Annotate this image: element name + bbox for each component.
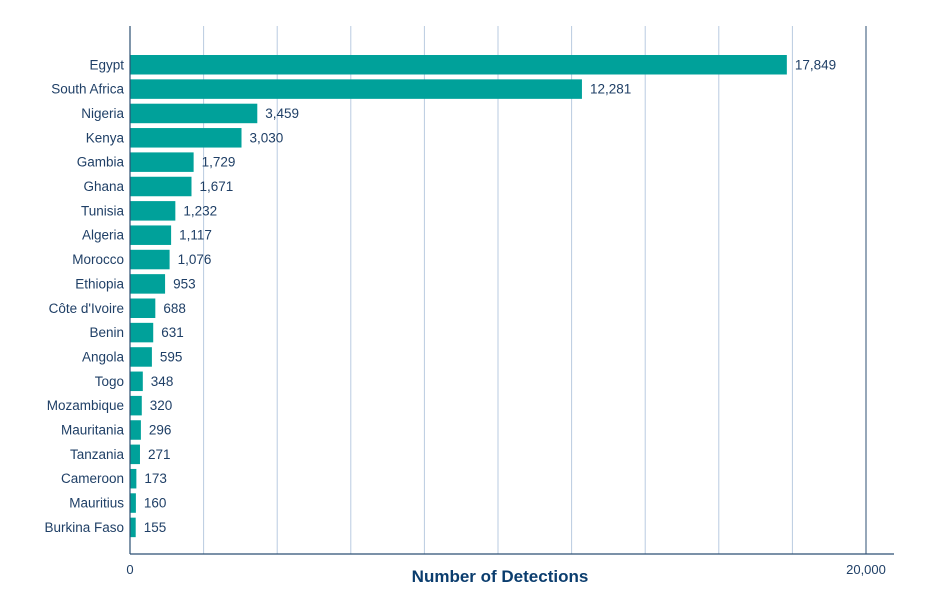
value-label: 12,281 (590, 82, 631, 97)
category-labels: Egypt South Africa Nigeria Kenya Gambia Ghana… (44, 57, 124, 535)
bar (130, 249, 170, 270)
bar (130, 79, 582, 99)
value-label: 3,459 (265, 106, 299, 121)
bar (130, 444, 140, 465)
value-label: 1,729 (202, 155, 236, 170)
category-label: Mauritius (69, 496, 124, 511)
category-label: Côte d'Ivoire (49, 301, 124, 316)
bar (130, 322, 154, 343)
value-label: 953 (173, 276, 196, 291)
x-tick-label-0: 0 (126, 562, 133, 577)
value-label: 348 (151, 374, 174, 389)
value-label: 17,849 (795, 57, 836, 72)
bar (130, 152, 194, 172)
bar (130, 201, 176, 221)
bar (130, 225, 172, 245)
bar (130, 176, 192, 197)
bar (130, 493, 136, 513)
category-label: Ethiopia (75, 276, 124, 291)
bar (130, 55, 787, 75)
category-label: Ghana (83, 179, 124, 194)
bar (130, 517, 136, 538)
category-label: South Africa (51, 82, 124, 97)
category-label: Kenya (86, 130, 125, 145)
category-label: Benin (89, 325, 124, 340)
value-label: 271 (148, 447, 171, 462)
bars (130, 55, 787, 538)
value-label: 296 (149, 423, 172, 438)
bar (130, 298, 156, 318)
value-label: 1,232 (183, 203, 217, 218)
category-label: Tanzania (70, 447, 125, 462)
category-label: Burkina Faso (44, 520, 124, 535)
category-label: Egypt (89, 57, 124, 72)
value-label: 173 (144, 471, 167, 486)
category-label: Algeria (82, 228, 125, 243)
x-tick-label-20000: 20,000 (846, 562, 886, 577)
value-label: 1,076 (178, 252, 212, 267)
bar (130, 103, 258, 124)
value-label: 160 (144, 496, 167, 511)
category-label: Morocco (72, 252, 124, 267)
category-label: Angola (82, 349, 125, 364)
value-label: 1,117 (179, 228, 212, 243)
category-label: Togo (95, 374, 124, 389)
category-label: Tunisia (81, 203, 125, 218)
bar (130, 468, 137, 489)
category-label: Cameroon (61, 471, 124, 486)
value-label: 320 (150, 398, 173, 413)
bar (130, 395, 142, 416)
category-label: Mozambique (47, 398, 124, 413)
bar (130, 128, 242, 148)
value-label: 3,030 (250, 130, 284, 145)
value-labels: 17,849 12,281 3,459 3,030 1,729 1,671 1,232 1,1… (144, 57, 836, 535)
bar (130, 274, 166, 294)
value-label: 631 (161, 325, 184, 340)
gridlines (203, 26, 867, 554)
bar (130, 420, 141, 440)
category-label: Nigeria (81, 106, 124, 121)
value-label: 595 (160, 349, 183, 364)
value-label: 1,671 (199, 179, 233, 194)
bar (130, 347, 152, 367)
category-label: Mauritania (61, 423, 125, 438)
x-axis-title: Number of Detections (412, 567, 589, 586)
category-label: Gambia (77, 155, 125, 170)
value-label: 688 (163, 301, 186, 316)
bar (130, 371, 143, 392)
value-label: 155 (144, 520, 167, 535)
